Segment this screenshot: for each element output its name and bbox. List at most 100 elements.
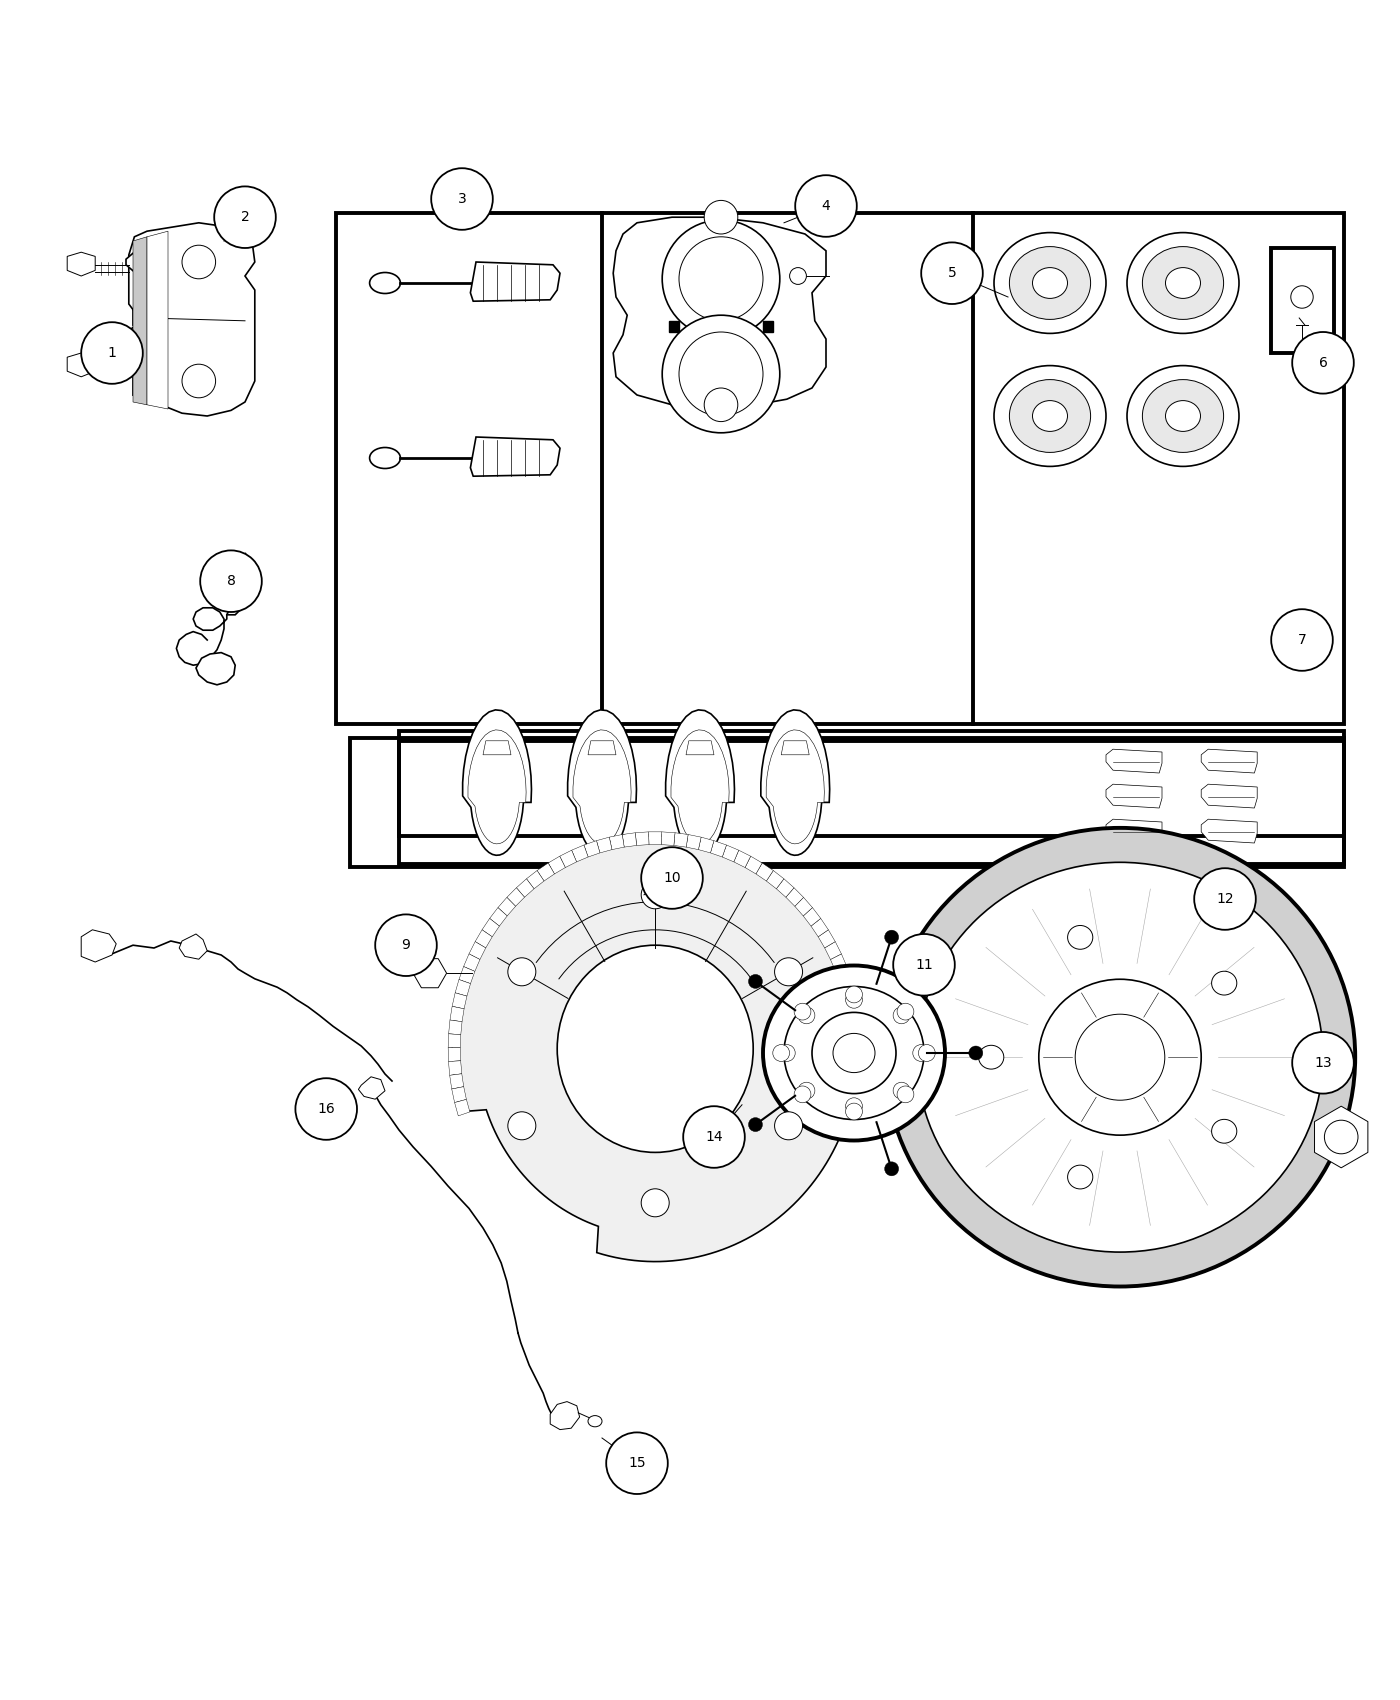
Circle shape	[774, 957, 802, 986]
Circle shape	[885, 1161, 899, 1176]
Polygon shape	[686, 835, 701, 850]
Polygon shape	[482, 918, 500, 937]
Circle shape	[704, 201, 738, 235]
Polygon shape	[179, 933, 207, 959]
Polygon shape	[448, 1020, 462, 1035]
Polygon shape	[847, 1074, 861, 1090]
Polygon shape	[455, 979, 470, 996]
Text: 6: 6	[1319, 355, 1327, 371]
Polygon shape	[449, 1006, 463, 1022]
Polygon shape	[126, 252, 161, 274]
Circle shape	[921, 243, 983, 304]
Polygon shape	[825, 942, 841, 959]
Polygon shape	[567, 711, 637, 855]
Polygon shape	[448, 1047, 461, 1061]
Circle shape	[798, 1006, 815, 1023]
Ellipse shape	[1127, 366, 1239, 466]
Polygon shape	[818, 930, 836, 949]
Ellipse shape	[1075, 1015, 1165, 1100]
Polygon shape	[470, 437, 560, 476]
Circle shape	[778, 1044, 795, 1061]
Polygon shape	[722, 845, 739, 862]
Polygon shape	[673, 833, 689, 847]
Polygon shape	[449, 1074, 463, 1090]
Polygon shape	[745, 857, 762, 874]
Polygon shape	[836, 967, 851, 984]
Polygon shape	[468, 729, 526, 843]
Text: 11: 11	[916, 957, 932, 972]
Text: 3: 3	[458, 192, 466, 206]
Polygon shape	[217, 563, 245, 615]
Polygon shape	[67, 252, 95, 275]
Polygon shape	[848, 1020, 862, 1035]
Circle shape	[897, 1086, 914, 1103]
Polygon shape	[1201, 784, 1257, 808]
Polygon shape	[1106, 784, 1162, 808]
Circle shape	[662, 219, 780, 338]
Circle shape	[795, 175, 857, 236]
Circle shape	[679, 332, 763, 416]
Ellipse shape	[1127, 233, 1239, 333]
Polygon shape	[147, 231, 168, 410]
Circle shape	[897, 1003, 914, 1020]
Polygon shape	[1201, 819, 1257, 843]
Polygon shape	[661, 831, 675, 845]
Polygon shape	[455, 1100, 470, 1115]
Polygon shape	[734, 850, 750, 867]
Polygon shape	[844, 1086, 858, 1103]
Bar	[1271, 248, 1334, 354]
Text: 13: 13	[1315, 1056, 1331, 1069]
Polygon shape	[763, 321, 773, 332]
Ellipse shape	[1211, 971, 1236, 994]
Circle shape	[794, 1086, 811, 1103]
Polygon shape	[517, 879, 533, 898]
Polygon shape	[129, 223, 255, 416]
Circle shape	[790, 267, 806, 284]
Circle shape	[773, 1044, 790, 1061]
Circle shape	[508, 957, 536, 986]
Polygon shape	[452, 993, 468, 1008]
Ellipse shape	[979, 1046, 1004, 1069]
Polygon shape	[463, 954, 480, 971]
Polygon shape	[490, 908, 507, 927]
Polygon shape	[781, 741, 809, 755]
Polygon shape	[1315, 1107, 1368, 1168]
Polygon shape	[622, 833, 637, 847]
Polygon shape	[1106, 819, 1162, 843]
Polygon shape	[596, 836, 612, 853]
Polygon shape	[133, 304, 245, 394]
Ellipse shape	[1039, 979, 1201, 1136]
Polygon shape	[1106, 750, 1162, 774]
Circle shape	[508, 1112, 536, 1139]
Circle shape	[214, 187, 276, 248]
Ellipse shape	[917, 862, 1323, 1253]
Ellipse shape	[763, 966, 945, 1141]
Circle shape	[1194, 869, 1256, 930]
Circle shape	[1324, 1120, 1358, 1154]
Polygon shape	[811, 918, 829, 937]
Circle shape	[182, 364, 216, 398]
Polygon shape	[452, 836, 858, 1261]
Circle shape	[918, 1044, 935, 1061]
Polygon shape	[133, 236, 147, 405]
Polygon shape	[804, 908, 820, 927]
Polygon shape	[560, 850, 577, 867]
Circle shape	[1291, 286, 1313, 308]
Circle shape	[893, 1006, 910, 1023]
Polygon shape	[848, 1061, 862, 1076]
Ellipse shape	[1068, 925, 1093, 949]
Bar	[399, 731, 1344, 836]
Polygon shape	[671, 729, 729, 843]
Circle shape	[749, 974, 763, 988]
Ellipse shape	[1165, 267, 1201, 299]
Ellipse shape	[784, 986, 924, 1120]
Ellipse shape	[1033, 401, 1067, 432]
Ellipse shape	[1165, 401, 1201, 432]
Polygon shape	[469, 942, 486, 959]
Polygon shape	[760, 711, 830, 855]
Polygon shape	[448, 1061, 462, 1076]
Circle shape	[679, 236, 763, 321]
Circle shape	[798, 1083, 815, 1098]
Polygon shape	[452, 1086, 466, 1103]
Polygon shape	[785, 887, 804, 906]
